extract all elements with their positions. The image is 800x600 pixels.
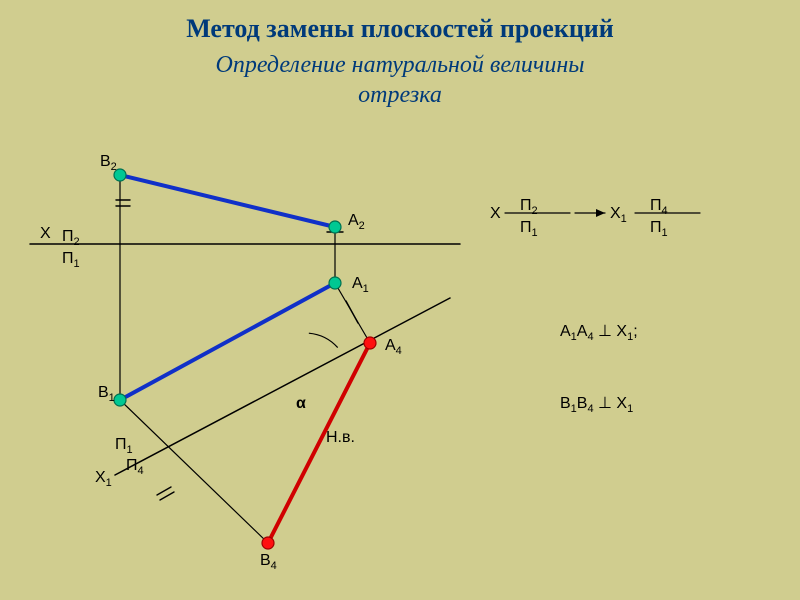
svg-text:Х: Х [40,225,51,242]
svg-text:В2: В2 [100,153,117,173]
svg-text:П1: П1 [520,219,538,239]
diagram-svg: В2А2А1А4В1В4ХХ1П2П1П1П4αН.в.ХП2П1Х1П4П1А… [0,0,800,600]
slide: Метод замены плоскостей проекций Определ… [0,0,800,600]
svg-text:А1А4 ⊥ Х1;: А1А4 ⊥ Х1; [560,323,638,343]
svg-text:П2: П2 [62,228,80,248]
svg-text:В4: В4 [260,552,277,572]
svg-text:α: α [296,395,306,412]
svg-text:П1: П1 [115,436,133,456]
svg-text:В1: В1 [98,384,115,404]
svg-text:Х1: Х1 [610,205,627,225]
svg-text:Х1: Х1 [95,469,112,489]
svg-text:Х: Х [490,205,501,222]
svg-text:А1: А1 [352,275,369,295]
svg-text:П2: П2 [520,197,538,217]
svg-text:А2: А2 [348,212,365,232]
svg-text:Н.в.: Н.в. [326,429,355,446]
svg-text:А4: А4 [385,337,402,357]
svg-text:П1: П1 [650,219,668,239]
svg-text:П4: П4 [126,457,144,477]
svg-text:П1: П1 [62,250,80,270]
svg-text:В1В4 ⊥ Х1: В1В4 ⊥ Х1 [560,395,633,415]
svg-text:П4: П4 [650,197,668,217]
